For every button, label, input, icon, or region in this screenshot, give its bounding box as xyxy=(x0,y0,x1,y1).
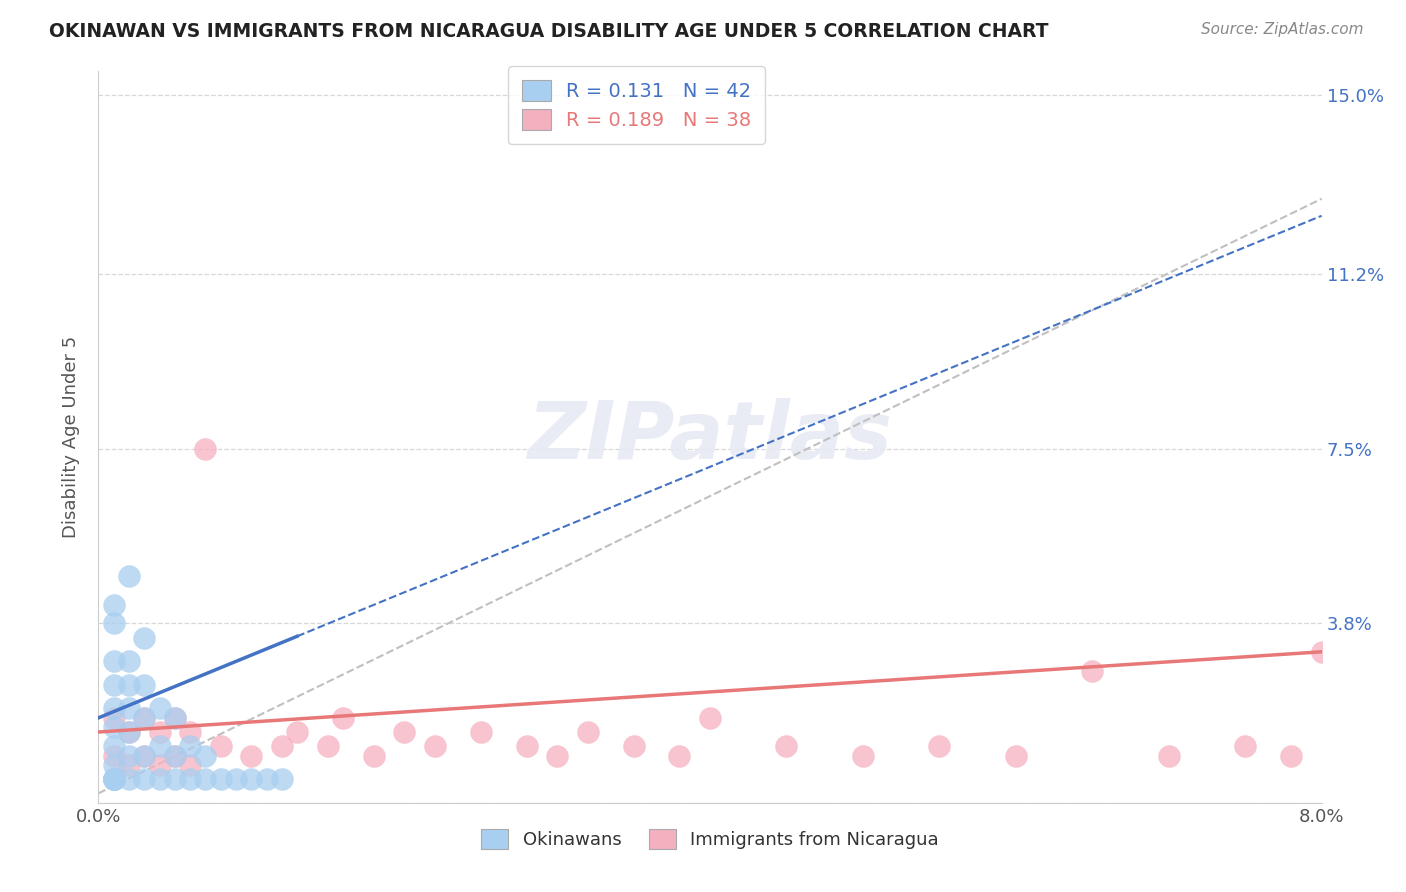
Point xyxy=(118,748,141,763)
Point xyxy=(149,725,172,739)
Legend: Okinawans, Immigrants from Nicaragua: Okinawans, Immigrants from Nicaragua xyxy=(474,822,946,856)
Point xyxy=(118,654,141,668)
Point xyxy=(103,678,125,692)
Point xyxy=(363,748,385,763)
Point xyxy=(149,758,172,772)
Point xyxy=(270,772,294,787)
Point xyxy=(103,711,125,725)
Point xyxy=(103,772,125,787)
Point xyxy=(149,739,172,754)
Point xyxy=(103,772,125,787)
Point xyxy=(134,631,156,645)
Point xyxy=(209,772,232,787)
Point xyxy=(103,739,125,754)
Point xyxy=(699,711,721,725)
Point xyxy=(332,711,354,725)
Text: Source: ZipAtlas.com: Source: ZipAtlas.com xyxy=(1201,22,1364,37)
Point xyxy=(179,725,201,739)
Point xyxy=(118,772,141,787)
Point xyxy=(118,569,141,583)
Point xyxy=(149,701,172,715)
Point xyxy=(103,654,125,668)
Point xyxy=(1310,645,1333,659)
Point xyxy=(285,725,308,739)
Point xyxy=(134,772,156,787)
Point xyxy=(240,772,263,787)
Point xyxy=(1004,748,1026,763)
Point xyxy=(134,748,156,763)
Point xyxy=(1279,748,1302,763)
Point xyxy=(134,748,156,763)
Point xyxy=(134,711,156,725)
Y-axis label: Disability Age Under 5: Disability Age Under 5 xyxy=(62,336,80,538)
Point xyxy=(470,725,492,739)
Point xyxy=(179,772,201,787)
Point xyxy=(103,758,125,772)
Point xyxy=(118,758,141,772)
Point xyxy=(103,772,125,787)
Point xyxy=(179,758,201,772)
Point xyxy=(118,701,141,715)
Point xyxy=(163,711,186,725)
Point xyxy=(103,772,125,787)
Point xyxy=(163,711,186,725)
Point xyxy=(163,772,186,787)
Point xyxy=(163,748,186,763)
Point xyxy=(194,442,217,456)
Point xyxy=(1234,739,1257,754)
Text: ZIPatlas: ZIPatlas xyxy=(527,398,893,476)
Point xyxy=(516,739,538,754)
Point xyxy=(1157,748,1180,763)
Text: OKINAWAN VS IMMIGRANTS FROM NICARAGUA DISABILITY AGE UNDER 5 CORRELATION CHART: OKINAWAN VS IMMIGRANTS FROM NICARAGUA DI… xyxy=(49,22,1049,41)
Point xyxy=(256,772,278,787)
Point xyxy=(1081,664,1104,678)
Point xyxy=(852,748,875,763)
Point xyxy=(194,772,217,787)
Point xyxy=(928,739,950,754)
Point xyxy=(240,748,263,763)
Point xyxy=(103,772,125,787)
Point xyxy=(103,748,125,763)
Point xyxy=(668,748,690,763)
Point xyxy=(423,739,446,754)
Point xyxy=(118,725,141,739)
Point xyxy=(316,739,339,754)
Point xyxy=(775,739,797,754)
Point xyxy=(163,748,186,763)
Point xyxy=(118,678,141,692)
Point xyxy=(209,739,232,754)
Point xyxy=(392,725,416,739)
Point xyxy=(103,720,125,734)
Point xyxy=(103,772,125,787)
Point xyxy=(103,598,125,612)
Point xyxy=(546,748,568,763)
Point xyxy=(118,725,141,739)
Point xyxy=(103,772,125,787)
Point xyxy=(576,725,599,739)
Point xyxy=(225,772,247,787)
Point xyxy=(103,616,125,631)
Point xyxy=(179,739,201,754)
Point xyxy=(270,739,294,754)
Point xyxy=(134,711,156,725)
Point xyxy=(623,739,645,754)
Point xyxy=(134,678,156,692)
Point xyxy=(194,748,217,763)
Point xyxy=(103,701,125,715)
Point xyxy=(149,772,172,787)
